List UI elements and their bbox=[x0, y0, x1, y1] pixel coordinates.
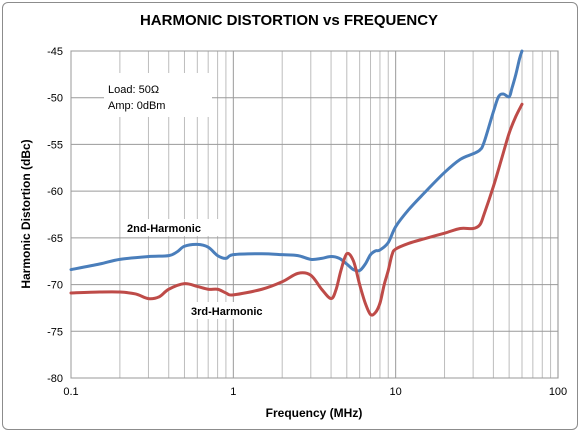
series-line-3rd-harmonic bbox=[69, 102, 524, 317]
annotation-amp: Amp: 0dBm bbox=[108, 100, 165, 112]
y-tick-label: -55 bbox=[47, 139, 63, 151]
y-axis-title: Harmonic Distortion (dBc) bbox=[19, 139, 33, 288]
series-line-2nd-harmonic bbox=[69, 49, 524, 273]
x-tick-label: 10 bbox=[390, 386, 402, 398]
x-tick-label: 0.1 bbox=[63, 386, 78, 398]
y-tick-label: -65 bbox=[47, 233, 63, 245]
chart-title: HARMONIC DISTORTION vs FREQUENCY bbox=[140, 12, 438, 29]
y-tick-label: -80 bbox=[47, 373, 63, 385]
label-box-2nd bbox=[122, 219, 220, 236]
y-tick-label: -45 bbox=[47, 46, 63, 58]
annotation-box bbox=[104, 73, 212, 117]
x-axis-title: Frequency (MHz) bbox=[266, 406, 363, 420]
x-tick-label: 1 bbox=[230, 386, 236, 398]
series-label-2nd-harmonic: 2nd-Harmonic bbox=[127, 223, 201, 235]
label-box-3rd bbox=[186, 302, 272, 319]
x-tick-label: 100 bbox=[549, 386, 567, 398]
series bbox=[69, 49, 524, 317]
y-tick-label: -70 bbox=[47, 280, 63, 292]
y-tick-label: -75 bbox=[47, 326, 63, 338]
y-tick-label: -60 bbox=[47, 186, 63, 198]
series-label-3rd-harmonic: 3rd-Harmonic bbox=[191, 306, 263, 318]
annotation-load: Load: 50Ω bbox=[108, 84, 159, 96]
y-tick-label: -50 bbox=[47, 93, 63, 105]
axis-ticks: 0.1 1 10 100 -45 -50 -55 -60 -65 -70 -75 -80 bbox=[47, 46, 567, 398]
